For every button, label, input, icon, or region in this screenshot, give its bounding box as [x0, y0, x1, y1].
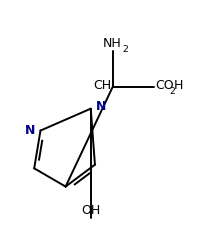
Text: N: N: [25, 124, 35, 137]
Text: H: H: [174, 79, 183, 92]
Text: NH: NH: [102, 37, 121, 50]
Text: CO: CO: [156, 79, 174, 92]
Text: 2: 2: [123, 45, 129, 54]
Text: CH: CH: [94, 79, 112, 92]
Text: 2: 2: [169, 87, 175, 96]
Text: N: N: [96, 100, 106, 113]
Text: OH: OH: [81, 204, 100, 217]
